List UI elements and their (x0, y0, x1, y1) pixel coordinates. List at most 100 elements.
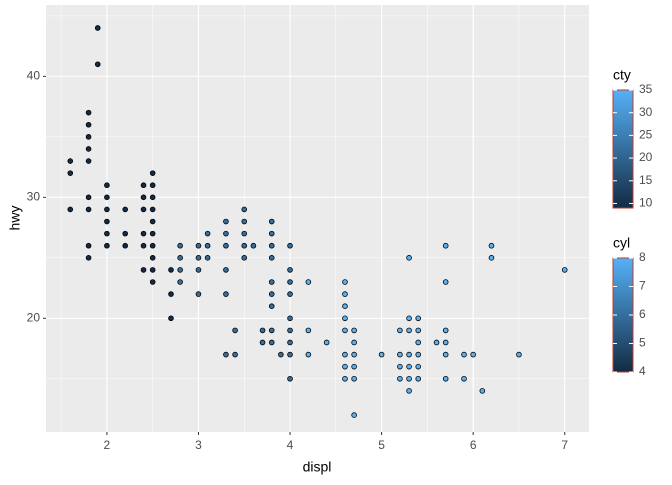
legend-tick-label: 20 (639, 150, 653, 164)
point (287, 279, 293, 285)
point (342, 327, 348, 334)
colorbar (612, 89, 634, 209)
point (149, 279, 156, 285)
point (323, 339, 330, 346)
point (433, 339, 440, 346)
point (442, 339, 449, 346)
point (195, 267, 202, 273)
point (488, 242, 495, 249)
legend-tick-label: 7 (639, 279, 646, 293)
point (342, 279, 348, 285)
point (342, 291, 348, 297)
point (278, 351, 284, 358)
point (149, 206, 156, 213)
point (561, 267, 568, 273)
legend-tick-label: 10 (639, 196, 653, 210)
point (351, 363, 357, 370)
point (287, 291, 293, 297)
point (342, 315, 348, 322)
legend-tick-label: 25 (639, 128, 653, 142)
point (259, 327, 266, 334)
point (397, 351, 403, 358)
point (149, 218, 156, 225)
point (223, 291, 229, 297)
point (232, 327, 238, 334)
point (461, 351, 467, 358)
point (149, 242, 156, 249)
point (168, 315, 174, 322)
point (342, 375, 348, 382)
point (461, 375, 467, 382)
point (223, 267, 229, 273)
point (268, 291, 275, 297)
legend-tick-label: 30 (639, 105, 653, 119)
point (406, 315, 412, 322)
panel (46, 5, 589, 432)
point (241, 242, 248, 249)
point (177, 279, 183, 285)
point (470, 351, 476, 358)
point (104, 242, 110, 249)
legend-tick-label: 6 (639, 307, 646, 321)
x-tick-label: 6 (470, 438, 477, 452)
point (351, 327, 357, 334)
point (287, 242, 293, 249)
point (250, 242, 257, 249)
point (342, 351, 348, 358)
point (140, 194, 147, 201)
point (122, 206, 129, 213)
point (351, 375, 357, 382)
point (287, 267, 293, 273)
point (149, 182, 156, 189)
point (397, 327, 403, 334)
point (442, 279, 449, 285)
point (149, 267, 156, 273)
point (287, 351, 293, 358)
point (85, 146, 92, 152)
x-tick-label: 7 (561, 438, 568, 452)
point (241, 230, 248, 237)
point (287, 315, 293, 322)
point (104, 218, 110, 225)
point (177, 242, 183, 249)
point (241, 218, 248, 225)
point (287, 375, 293, 382)
point (104, 194, 110, 201)
point (177, 267, 183, 273)
point (168, 267, 174, 273)
point (104, 206, 110, 213)
point (406, 375, 412, 382)
point (177, 255, 183, 261)
legend-tick-label: 35 (639, 82, 653, 96)
point (223, 230, 229, 237)
point (342, 303, 348, 309)
point (223, 351, 229, 358)
point (342, 363, 348, 370)
point (442, 351, 449, 358)
point (104, 230, 110, 237)
point (397, 363, 403, 370)
point (195, 291, 202, 297)
point (442, 242, 449, 249)
point (406, 388, 412, 394)
point (241, 255, 248, 261)
x-axis-title: displ (303, 459, 332, 475)
point (488, 255, 495, 261)
point (140, 182, 147, 189)
point (268, 327, 275, 334)
point (149, 255, 156, 261)
point (122, 230, 129, 237)
point (204, 255, 211, 261)
point (415, 363, 422, 370)
point (287, 339, 293, 346)
point (149, 194, 156, 201)
point (305, 351, 312, 358)
point (85, 109, 92, 116)
legend-tick-label: 8 (639, 250, 646, 264)
point (378, 351, 385, 358)
point (122, 242, 129, 249)
point (479, 388, 486, 394)
point (268, 279, 275, 285)
point (85, 194, 92, 201)
point (442, 327, 449, 334)
